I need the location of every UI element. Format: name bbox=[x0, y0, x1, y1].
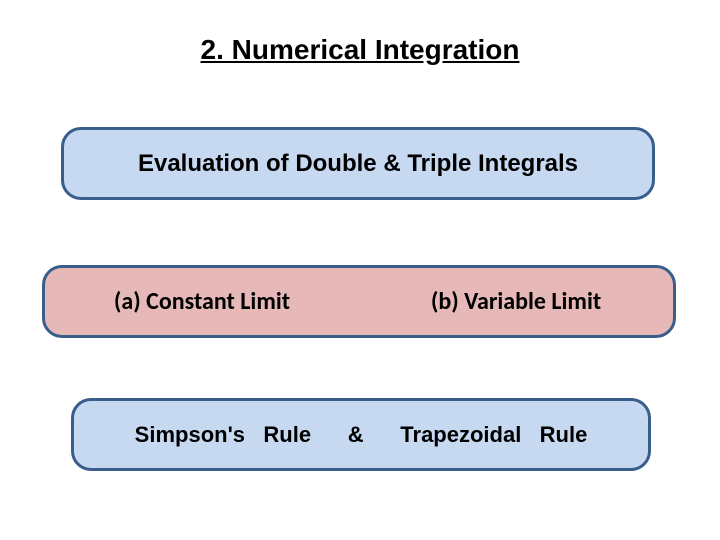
limits-inner: (a) Constant Limit (b) Variable Limit bbox=[45, 268, 673, 335]
slide-title: 2. Numerical Integration bbox=[181, 34, 539, 66]
eval-box-label: Evaluation of Double & Triple Integrals bbox=[138, 150, 578, 178]
limit-right-label: (b) Variable Limit bbox=[431, 287, 601, 316]
rules-box: Simpson's Rule & Trapezoidal Rule bbox=[71, 398, 651, 471]
rules-box-label: Simpson's Rule & Trapezoidal Rule bbox=[135, 422, 588, 448]
limit-right: (b) Variable Limit bbox=[359, 268, 673, 335]
eval-box: Evaluation of Double & Triple Integrals bbox=[61, 127, 655, 200]
limits-box: (a) Constant Limit (b) Variable Limit bbox=[42, 265, 676, 338]
limit-left: (a) Constant Limit bbox=[45, 268, 359, 335]
limit-left-label: (a) Constant Limit bbox=[114, 287, 290, 316]
slide: 2. Numerical Integration Evaluation of D… bbox=[0, 0, 720, 540]
